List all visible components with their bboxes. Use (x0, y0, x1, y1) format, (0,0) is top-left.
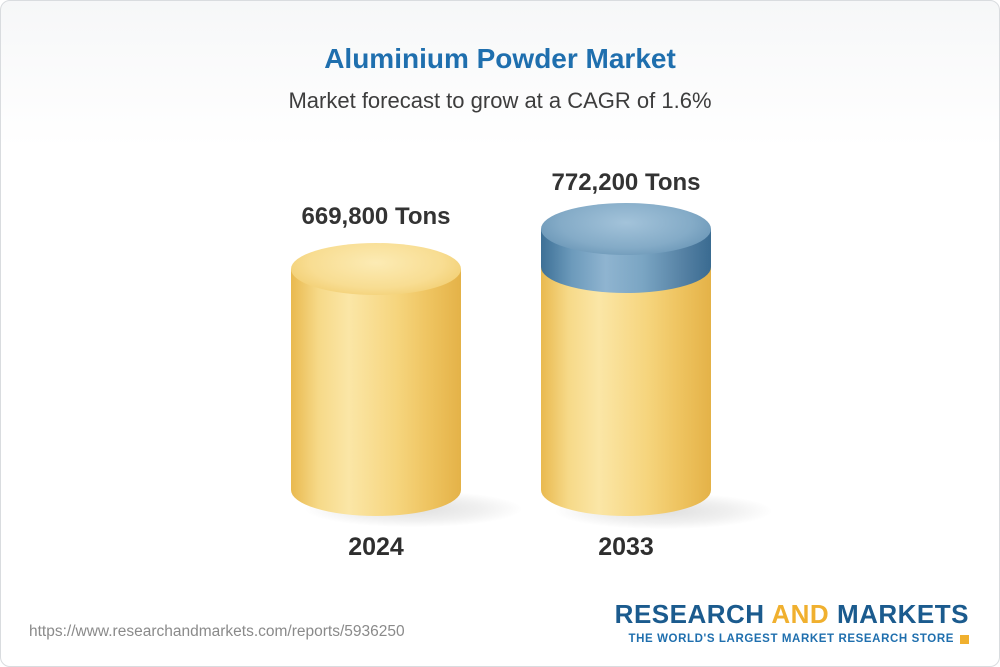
logo-wordmark: RESEARCH AND MARKETS (615, 599, 969, 630)
bar-2024-cylinder-top (291, 243, 461, 295)
report-url: https://www.researchandmarkets.com/repor… (29, 623, 405, 640)
bar-2033-category-label: 2033 (598, 533, 654, 561)
logo-square-icon (960, 634, 969, 644)
logo-word-and: AND (771, 599, 830, 629)
logo-word-research: RESEARCH (614, 599, 765, 629)
bar-2024-value-label: 669,800 Tons (301, 203, 451, 230)
bar-2024-category-label: 2024 (348, 533, 404, 561)
bar-2033-cylinder-top (541, 203, 711, 255)
logo-tagline-text: THE WORLD'S LARGEST MARKET RESEARCH STOR… (628, 633, 954, 645)
bar-2024-cylinder-body (291, 269, 461, 516)
bar-2033-cylinder-body (541, 259, 711, 516)
researchandmarkets-logo: RESEARCH AND MARKETS THE WORLD'S LARGEST… (615, 599, 969, 645)
logo-tagline: THE WORLD'S LARGEST MARKET RESEARCH STOR… (615, 633, 969, 645)
bar-2033-value-label: 772,200 Tons (551, 169, 701, 196)
logo-word-markets: MARKETS (836, 599, 969, 629)
chart-subtitle: Market forecast to grow at a CAGR of 1.6… (288, 88, 712, 113)
chart-title: Aluminium Powder Market (324, 43, 676, 74)
